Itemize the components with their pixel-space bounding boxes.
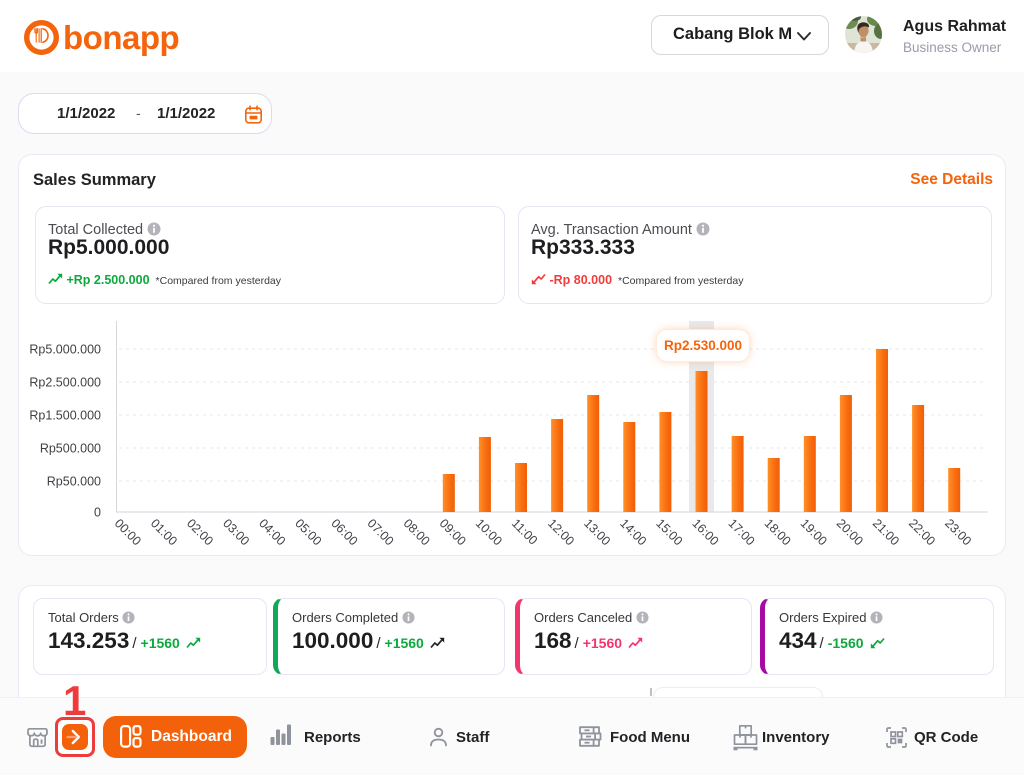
svg-text:11:00: 11:00 bbox=[509, 516, 540, 547]
svg-text:Rp50.000: Rp50.000 bbox=[47, 475, 101, 489]
svg-text:18:00: 18:00 bbox=[762, 516, 794, 548]
svg-text:19:00: 19:00 bbox=[798, 516, 830, 548]
svg-text:10:00: 10:00 bbox=[473, 516, 505, 548]
svg-text:02:00: 02:00 bbox=[184, 516, 216, 548]
svg-text:Rp5.000.000: Rp5.000.000 bbox=[29, 343, 101, 357]
svg-text:20:00: 20:00 bbox=[834, 516, 866, 548]
svg-text:17:00: 17:00 bbox=[725, 516, 757, 548]
svg-text:Rp1.500.000: Rp1.500.000 bbox=[29, 409, 101, 423]
svg-text:05:00: 05:00 bbox=[292, 516, 324, 548]
svg-text:bonapp: bonapp bbox=[63, 19, 179, 56]
svg-text:13:00: 13:00 bbox=[581, 516, 613, 548]
svg-text:23:00: 23:00 bbox=[942, 516, 974, 548]
svg-text:06:00: 06:00 bbox=[328, 516, 360, 548]
svg-text:03:00: 03:00 bbox=[220, 516, 252, 548]
svg-text:08:00: 08:00 bbox=[401, 516, 433, 548]
svg-text:12:00: 12:00 bbox=[545, 516, 577, 548]
svg-text:0: 0 bbox=[94, 506, 101, 520]
svg-text:09:00: 09:00 bbox=[437, 516, 469, 548]
svg-text:22:00: 22:00 bbox=[906, 516, 938, 548]
svg-text:15:00: 15:00 bbox=[653, 516, 685, 548]
svg-text:16:00: 16:00 bbox=[689, 516, 721, 548]
svg-text:04:00: 04:00 bbox=[256, 516, 288, 548]
svg-text:14:00: 14:00 bbox=[617, 516, 649, 548]
svg-text:Rp500.000: Rp500.000 bbox=[40, 442, 101, 456]
svg-text:01:00: 01:00 bbox=[148, 516, 180, 548]
svg-text:07:00: 07:00 bbox=[364, 516, 396, 548]
svg-text:21:00: 21:00 bbox=[870, 516, 902, 548]
svg-text:00:00: 00:00 bbox=[112, 516, 144, 548]
svg-text:Rp2.500.000: Rp2.500.000 bbox=[29, 376, 101, 390]
